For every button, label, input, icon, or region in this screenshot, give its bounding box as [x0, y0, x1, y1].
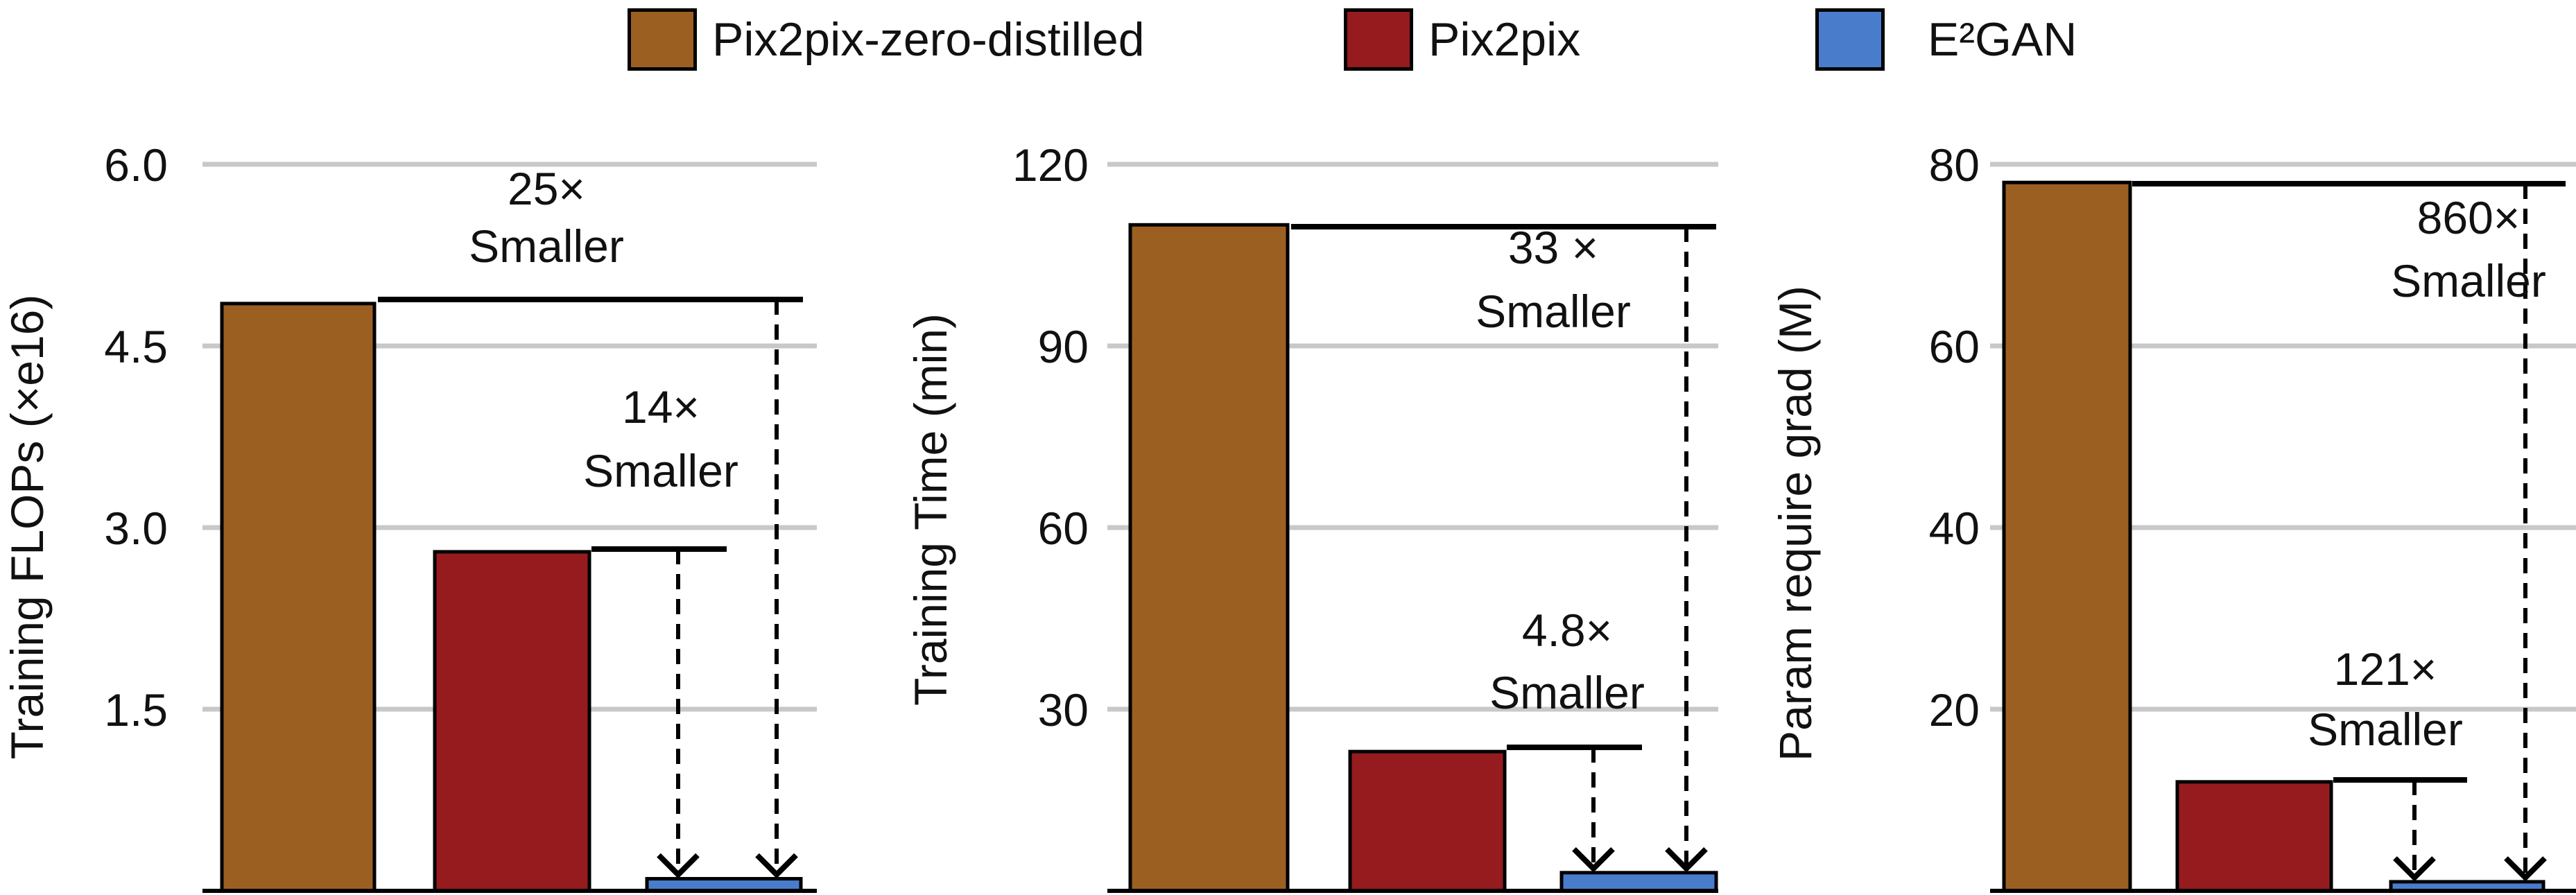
bar-2 [2175, 780, 2333, 893]
legend: Pix2pix-zero-distilled Pix2pix E²GAN [0, 0, 2576, 90]
annotation-smaller: Smaller [1476, 286, 1631, 337]
legend-label: E²GAN [1928, 13, 2077, 66]
legend-label: Pix2pix [1428, 13, 1581, 66]
legend-item-pix2pix: Pix2pix [1344, 8, 1580, 71]
y-tick-label: 60 [1038, 503, 1089, 554]
annotation-smaller: Smaller [1489, 667, 1645, 718]
y-tick-label: 30 [1038, 684, 1089, 736]
legend-swatch [1815, 8, 1885, 71]
legend-item-e2gan: E²GAN [1815, 8, 2077, 71]
annotation-ratio: 121× [2334, 643, 2437, 695]
annotation-ratio: 25× [508, 163, 585, 214]
chart-panel-2: 30 60 90 120 Training Time (min) 33 × Smaller 4… [905, 139, 1718, 893]
y-axis-label: Training FLOPs (×e16) [1, 295, 53, 760]
annotation-ratio: 33 × [1508, 222, 1598, 273]
arrowhead [1572, 846, 1615, 873]
bar-3 [1559, 871, 1718, 893]
y-tick-label: 120 [1012, 139, 1089, 191]
annotation-ratio: 860× [2417, 192, 2521, 243]
annotation-ratio: 4.8× [1522, 605, 1612, 656]
annotation-smaller: Smaller [2308, 704, 2463, 755]
chart-panel-1: 1.5 3.0 4.5 6.0 Training FLOPs (×e16) 25× Smal… [1, 139, 817, 893]
y-tick-label: 80 [1929, 139, 1980, 191]
y-tick-label: 40 [1929, 503, 1980, 554]
arrowhead [2504, 856, 2547, 882]
arrowhead [2393, 856, 2436, 882]
y-axis-label: Param require grad (M) [1770, 286, 1821, 761]
bar-1 [220, 302, 377, 893]
annotation-smaller: Smaller [583, 445, 738, 496]
bar-1 [2002, 180, 2132, 893]
arrowhead [657, 853, 700, 879]
y-tick-label: 3.0 [104, 503, 168, 554]
y-tick-label: 20 [1929, 684, 1980, 736]
bar-2 [433, 550, 591, 893]
chart-panel-3: 20 40 60 80 Param require grad (M) 860× Smalle… [1770, 139, 2576, 893]
y-tick-label: 90 [1038, 321, 1089, 372]
arrowhead [755, 853, 798, 879]
legend-swatch [628, 8, 697, 71]
arrowhead [1665, 846, 1708, 873]
y-tick-label: 1.5 [104, 684, 168, 736]
y-tick-label: 6.0 [104, 139, 168, 191]
bar-2 [1348, 749, 1507, 893]
annotation-smaller: Smaller [2391, 255, 2546, 306]
annotation-smaller: Smaller [469, 220, 624, 272]
legend-label: Pix2pix-zero-distilled [712, 13, 1145, 66]
legend-item-pix2pix-zero-distilled: Pix2pix-zero-distilled [628, 8, 1145, 71]
annotation-ratio: 14× [622, 381, 700, 433]
legend-swatch [1344, 8, 1413, 71]
bar-1 [1128, 223, 1290, 893]
y-axis-label: Training Time (min) [905, 313, 956, 706]
y-tick-label: 4.5 [104, 321, 168, 372]
y-tick-label: 60 [1929, 321, 1980, 372]
